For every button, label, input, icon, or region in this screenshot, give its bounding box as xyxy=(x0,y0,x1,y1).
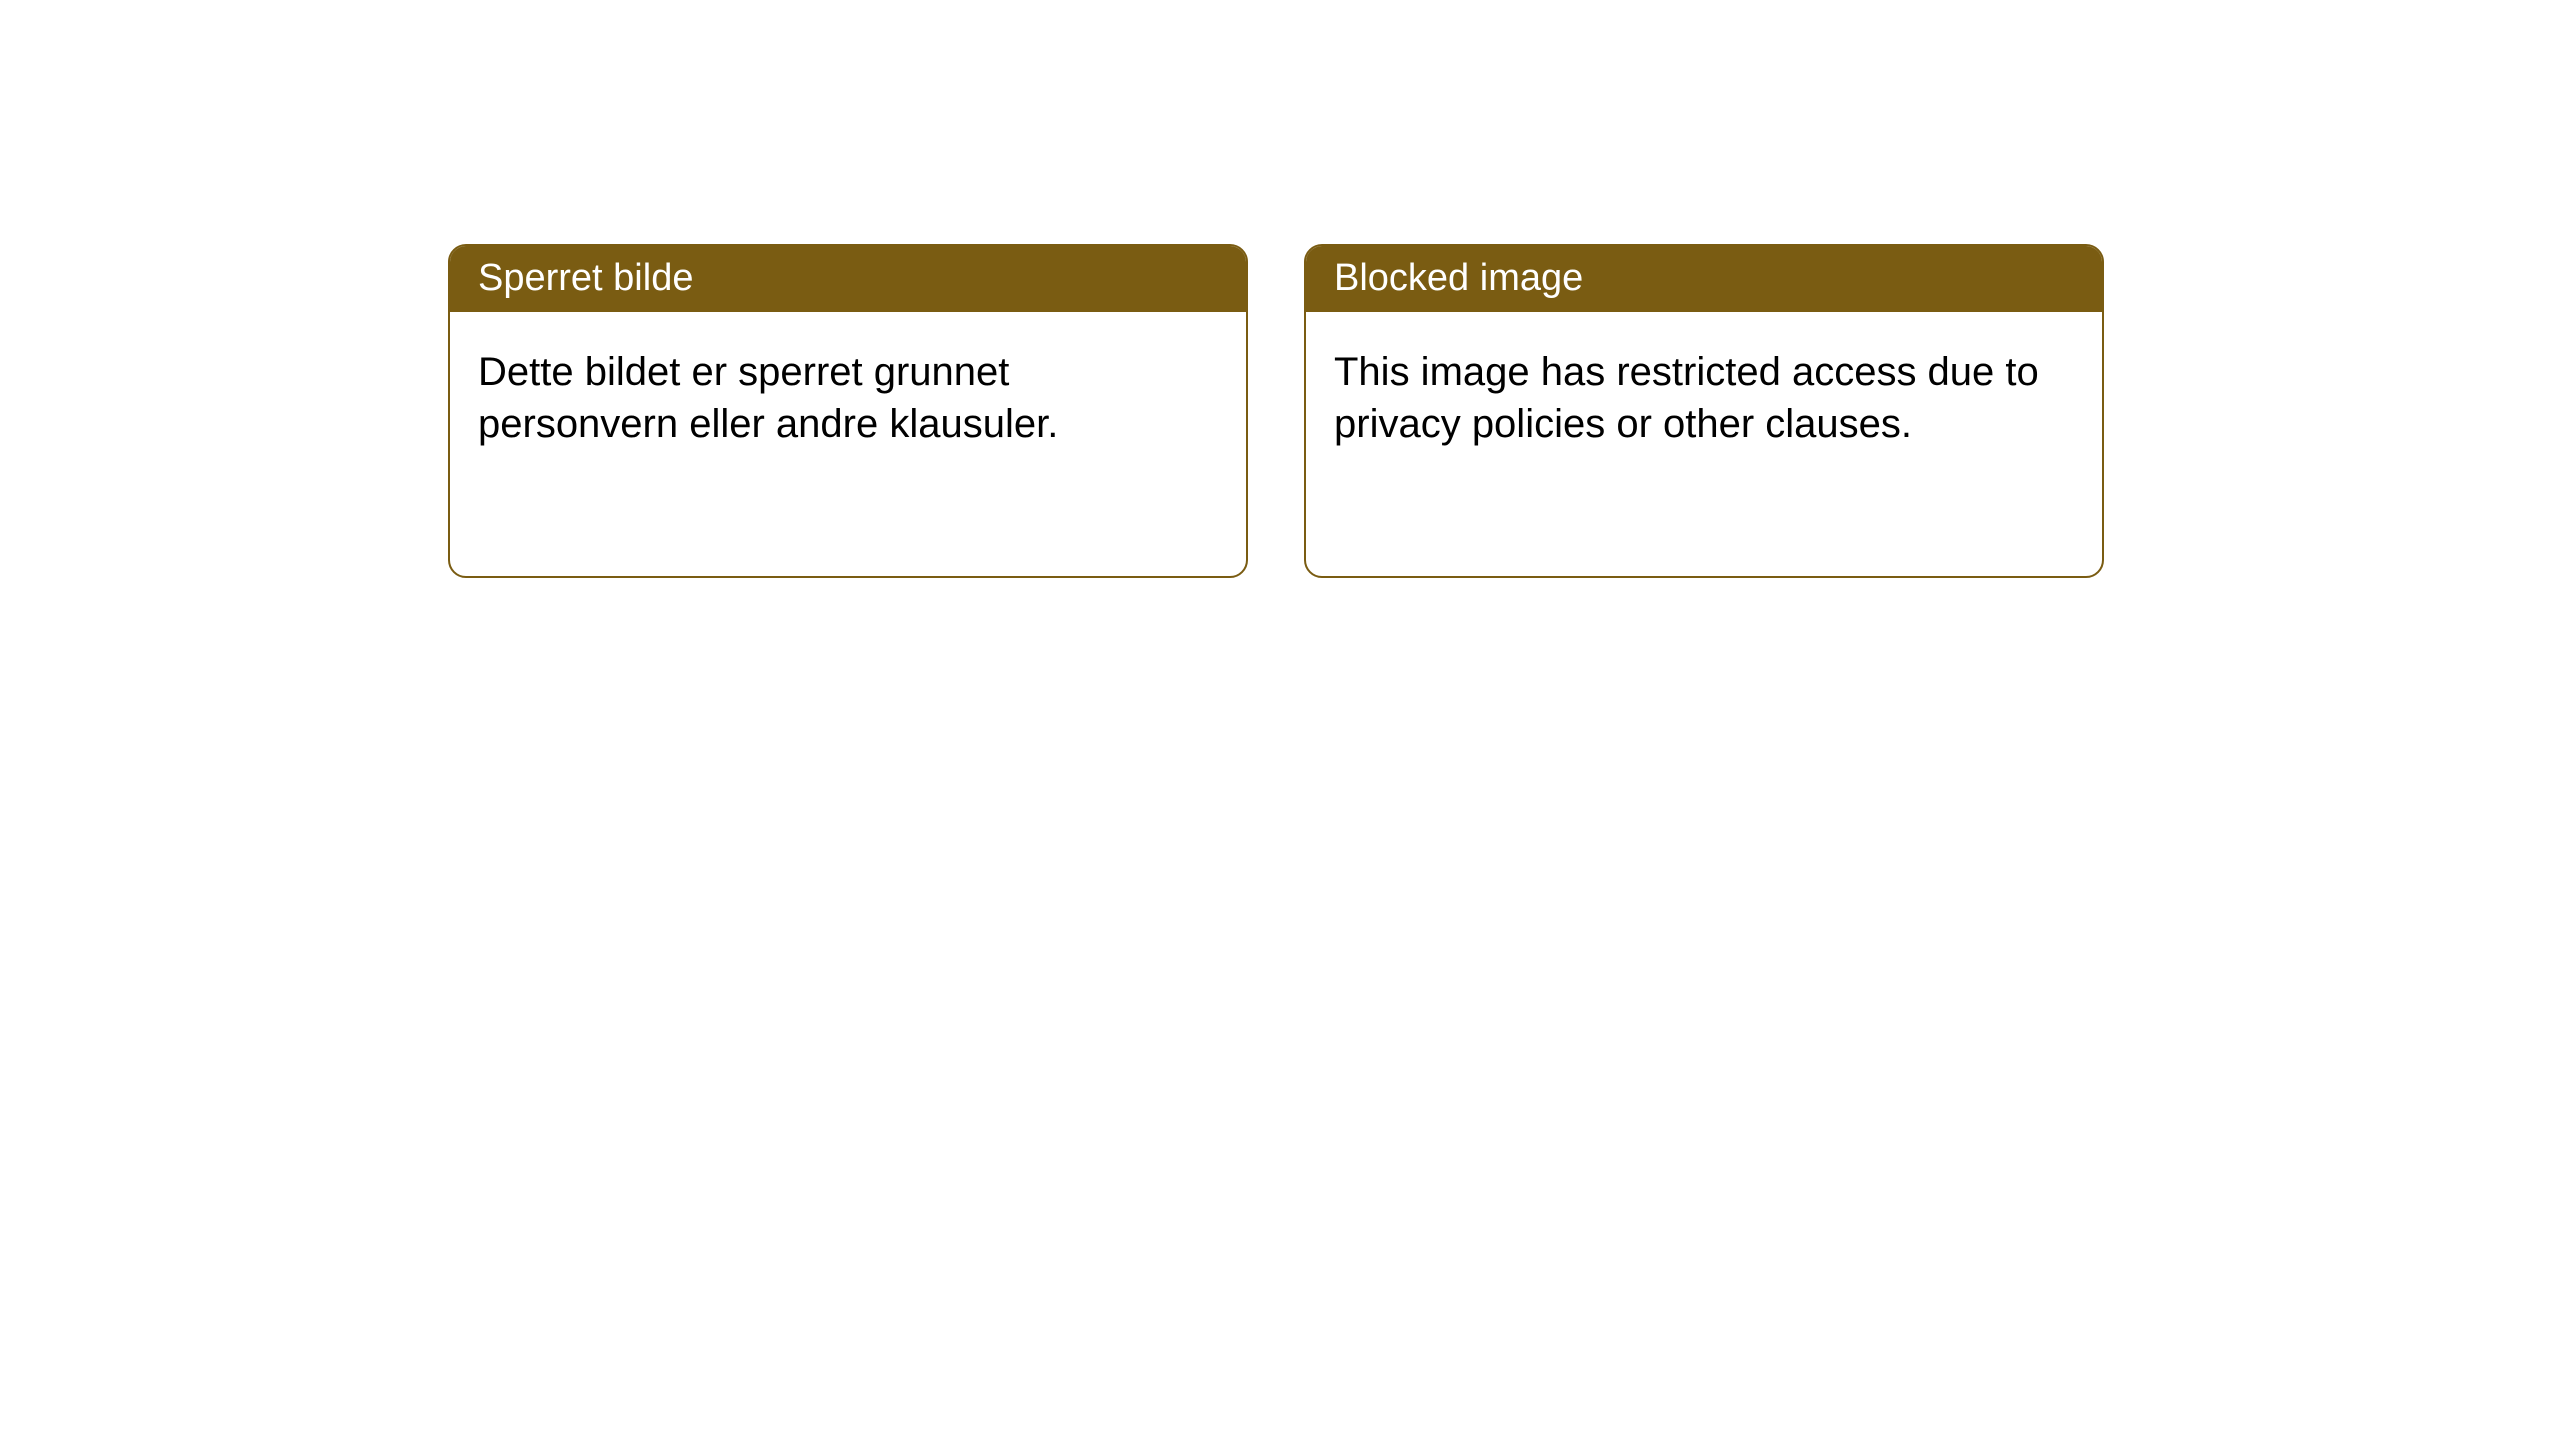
card-body-norwegian: Dette bildet er sperret grunnet personve… xyxy=(450,312,1246,484)
card-body-english: This image has restricted access due to … xyxy=(1306,312,2102,484)
card-header-english: Blocked image xyxy=(1306,246,2102,312)
notice-card-norwegian: Sperret bilde Dette bildet er sperret gr… xyxy=(448,244,1248,578)
card-header-norwegian: Sperret bilde xyxy=(450,246,1246,312)
notice-container: Sperret bilde Dette bildet er sperret gr… xyxy=(0,0,2560,578)
notice-card-english: Blocked image This image has restricted … xyxy=(1304,244,2104,578)
